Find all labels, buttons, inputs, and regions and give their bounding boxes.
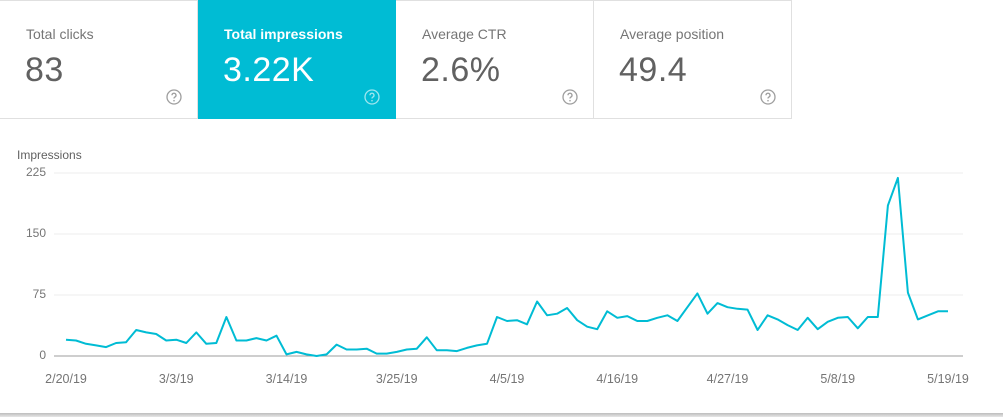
- y-tick-label: 75: [32, 287, 46, 301]
- impressions-chart: Impressions 0 75 150 225 2/20/19 3/3/19 3/14/…: [0, 140, 1003, 400]
- y-tick-label: 225: [25, 165, 46, 179]
- help-circle-icon[interactable]: [166, 89, 182, 105]
- x-tick-label: 2/20/19: [45, 372, 87, 386]
- card-value: 3.22K: [223, 51, 315, 89]
- card-label: Average CTR: [422, 26, 507, 42]
- card-total-clicks[interactable]: Total clicks 83: [0, 0, 198, 119]
- x-tick-label: 5/8/19: [820, 372, 856, 386]
- impressions-line[interactable]: [65, 176, 948, 357]
- card-value: 49.4: [619, 51, 688, 89]
- card-value: 2.6%: [421, 51, 501, 89]
- card-shadow: [0, 413, 1003, 417]
- card-total-impressions[interactable]: Total impressions 3.22K: [198, 0, 396, 119]
- help-circle-icon[interactable]: [364, 89, 380, 105]
- x-tick-label: 3/25/19: [375, 372, 418, 386]
- x-tick-label: 5/19/19: [927, 372, 969, 386]
- metric-cards: Total clicks 83 Total impressions 3.22K …: [0, 0, 792, 119]
- card-average-ctr[interactable]: Average CTR 2.6%: [396, 0, 594, 119]
- line-plot[interactable]: [0, 140, 1003, 400]
- y-tick-label: 150: [25, 226, 46, 240]
- card-label: Total clicks: [26, 26, 94, 42]
- x-tick-label: 4/16/19: [596, 372, 639, 386]
- x-tick-label: 4/5/19: [489, 372, 525, 386]
- y-axis-title: Impressions: [17, 148, 82, 162]
- help-circle-icon[interactable]: [760, 89, 776, 105]
- x-tick-label: 4/27/19: [706, 372, 749, 386]
- card-average-position[interactable]: Average position 49.4: [594, 0, 792, 119]
- x-tick-label: 3/3/19: [158, 372, 194, 386]
- card-label: Average position: [620, 26, 725, 42]
- x-tick-label: 3/14/19: [265, 372, 308, 386]
- y-tick-label: 0: [39, 348, 46, 362]
- card-value: 83: [25, 51, 64, 89]
- card-label: Total impressions: [224, 26, 343, 42]
- help-circle-icon[interactable]: [562, 89, 578, 105]
